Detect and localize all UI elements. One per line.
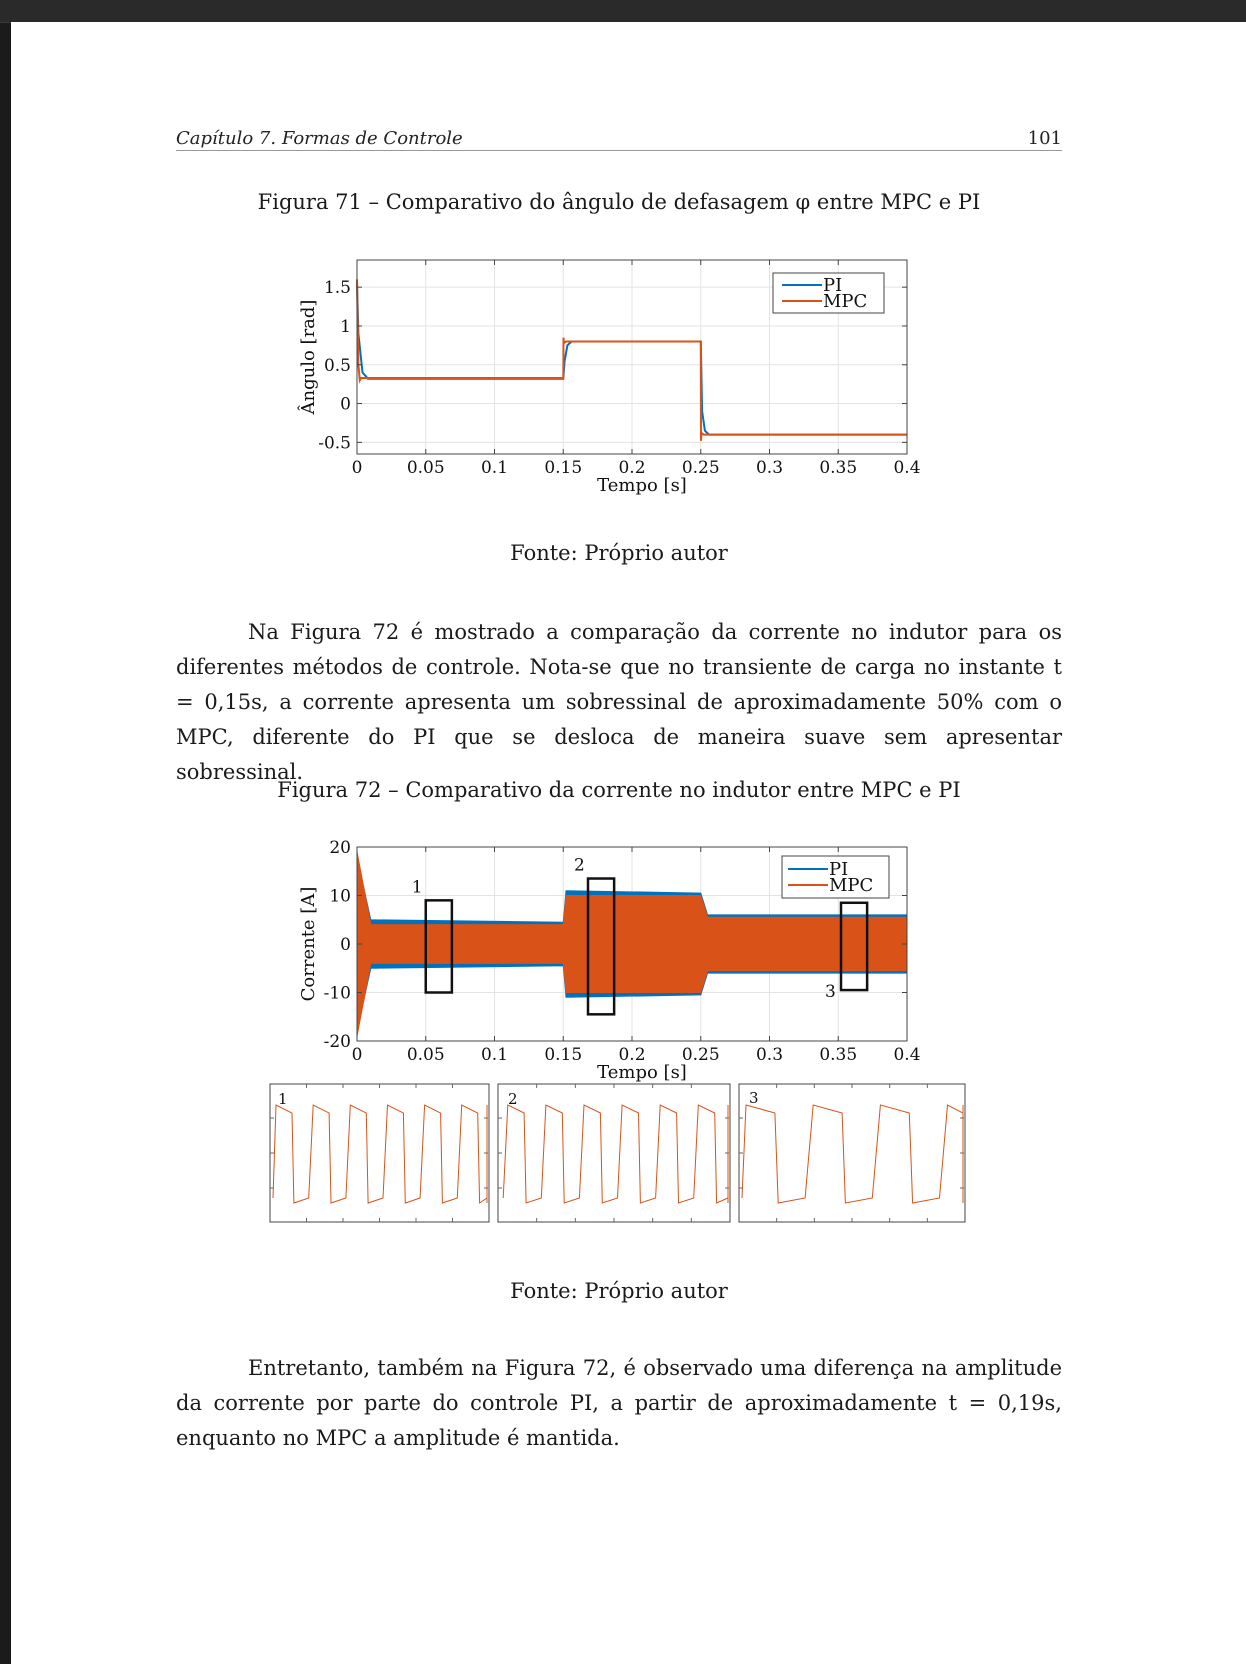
fig72-ytick-label: -10	[324, 984, 351, 1004]
fig72-xtick-label: 0	[352, 1045, 363, 1065]
fig71-xtick-label: 0.4	[893, 458, 920, 478]
figure71-legend-label-pi: PI	[823, 275, 842, 296]
zoom-panel-1-label: 1	[278, 1090, 288, 1108]
fig71-ytick-label: 0.5	[324, 356, 351, 376]
fig71-xtick-label: 0.1	[481, 458, 508, 478]
figure72-xlabel: Tempo [s]	[597, 1062, 687, 1083]
fig71-xtick-label: 0.35	[819, 458, 857, 478]
fig72-ytick-label: 20	[329, 838, 351, 858]
figure72-legend-label-mpc: MPC	[829, 875, 873, 896]
figure72-ylabel: Corrente [A]	[298, 887, 319, 1002]
fig72-xtick-label: 0.05	[407, 1045, 445, 1065]
figure72-legend: PI MPC	[781, 855, 890, 899]
figure72-ticks: 0 0.05 0.1 0.15 0.2 0.25 0.3 0.35 0.4 -20 -10 0 10 20	[324, 838, 921, 1065]
figure71-line-mpc	[356, 279, 907, 441]
figure72-caption: Figura 72 – Comparativo da corrente no i…	[277, 778, 961, 802]
figure71-series	[356, 279, 907, 441]
figure71-source: Fonte: Próprio autor	[510, 541, 728, 565]
running-header: Capítulo 7. Formas de Controle 101	[176, 118, 1062, 151]
fig72-xtick-label: 0.25	[682, 1045, 720, 1065]
figure72-zoom-boxes: 1 2 3	[412, 856, 869, 1016]
figure72-legend-label-pi: PI	[829, 859, 848, 880]
zoom-panel-2-waveform	[502, 1104, 729, 1204]
figure72-source: Fonte: Próprio autor	[510, 1279, 728, 1303]
figure71-ylabel: Ângulo [rad]	[296, 300, 319, 416]
figure72-zoom-box-1	[424, 899, 454, 994]
fig71-xtick-label: 0	[352, 458, 363, 478]
figure71-legend: PI MPC	[772, 272, 885, 314]
paragraph-1: Na Figura 72 é mostrado a comparação da …	[176, 615, 1062, 790]
fig71-ytick-label: 1	[340, 317, 351, 337]
figure72-zoom-label-2: 2	[574, 856, 585, 876]
figure72-zoom-box-3	[839, 901, 869, 992]
figure71-xlabel: Tempo [s]	[597, 475, 687, 496]
fig71-ytick-label: 0	[340, 395, 351, 415]
fig72-xtick-label: 0.35	[819, 1045, 857, 1065]
fig71-xtick-label: 0.2	[618, 458, 645, 478]
figure72-chart: 0 0.05 0.1 0.15 0.2 0.25 0.3 0.35 0.4 -20 -10 0 10 20…	[298, 838, 921, 1083]
fig72-ytick-label: 0	[340, 935, 351, 955]
viewer-top-bar	[0, 0, 1246, 23]
paragraph-2-text: Entretanto, também na Figura 72, é obser…	[176, 1356, 1062, 1450]
figure71-caption: Figura 71 – Comparativo do ângulo de def…	[257, 190, 981, 214]
fig71-ytick-label: -0.5	[318, 433, 351, 453]
fig71-xtick-label: 0.05	[407, 458, 445, 478]
fig72-xtick-label: 0.3	[756, 1045, 783, 1065]
figure71-legend-label-mpc: MPC	[823, 291, 867, 312]
document-page	[11, 22, 1246, 1664]
page-number: 101	[1027, 128, 1062, 149]
figure72-zoom-box-2	[586, 877, 616, 1016]
fig71-ytick-label: 1.5	[324, 278, 351, 298]
fig71-xtick-label: 0.25	[682, 458, 720, 478]
fig72-ytick-label: 10	[329, 887, 351, 907]
fig72-xtick-label: 0.1	[481, 1045, 508, 1065]
fig72-ytick-label: -20	[324, 1032, 351, 1052]
zoom-panel-3-label: 3	[749, 1089, 759, 1107]
paragraph-2: Entretanto, também na Figura 72, é obser…	[176, 1351, 1062, 1456]
figure71-ticks: 0 0.05 0.1 0.15 0.2 0.25 0.3 0.35 0.4-0.500.511.…	[318, 260, 921, 478]
zoom-panel-2-label: 2	[508, 1090, 518, 1108]
figure72-legend-box	[781, 855, 890, 899]
fig72-xtick-label: 0.2	[618, 1045, 645, 1065]
fig71-xtick-label: 0.3	[756, 458, 783, 478]
figure71-line-pi	[356, 283, 907, 436]
zoom-panel-1: 1	[269, 1083, 490, 1223]
fig72-xtick-label: 0.4	[893, 1045, 920, 1065]
figure72-zoom-label-3: 3	[825, 982, 836, 1002]
zoom-panel-1-frame	[269, 1083, 490, 1223]
figure71-legend-box	[772, 272, 885, 314]
zoom-panel-3-waveform	[741, 1104, 964, 1204]
zoom-panel-1-waveform	[272, 1104, 488, 1204]
figure71-chart: 0 0.05 0.1 0.15 0.2 0.25 0.3 0.35 0.4-0.500.511.…	[296, 259, 921, 496]
figure72-zoom-label-1: 1	[412, 877, 423, 897]
chapter-title: Capítulo 7. Formas de Controle	[176, 128, 463, 149]
fig72-xtick-label: 0.15	[544, 1045, 582, 1065]
zoom-panel-2: 2	[497, 1083, 731, 1223]
fig71-xtick-label: 0.15	[544, 458, 582, 478]
zoom-panel-3: 3	[738, 1083, 966, 1223]
paragraph-1-text: Na Figura 72 é mostrado a comparação da …	[176, 620, 1062, 784]
